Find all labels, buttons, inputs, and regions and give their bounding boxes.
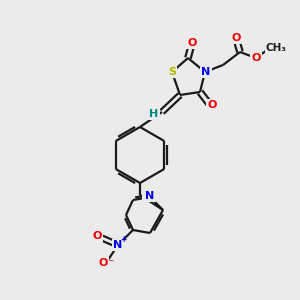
- Text: O: O: [207, 100, 217, 110]
- Text: N: N: [146, 191, 154, 201]
- Text: +: +: [120, 236, 126, 244]
- Text: O: O: [187, 38, 197, 48]
- Text: O: O: [98, 258, 108, 268]
- Text: S: S: [168, 67, 176, 77]
- Text: ⁻: ⁻: [108, 258, 114, 268]
- Text: O: O: [92, 231, 102, 241]
- Text: O: O: [251, 53, 261, 63]
- Text: N: N: [201, 67, 211, 77]
- Text: O: O: [143, 190, 153, 200]
- Text: N: N: [113, 240, 123, 250]
- Text: H: H: [149, 109, 159, 119]
- Text: CH₃: CH₃: [266, 43, 286, 53]
- Text: O: O: [231, 33, 241, 43]
